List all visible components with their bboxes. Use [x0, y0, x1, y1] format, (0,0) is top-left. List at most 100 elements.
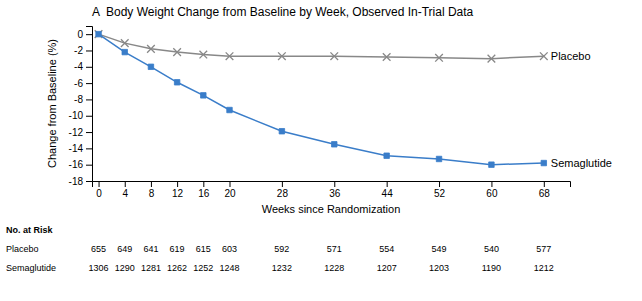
x-tick-label: 20 — [224, 188, 236, 199]
y-tick: -4 — [74, 61, 92, 72]
series-marker — [174, 80, 179, 85]
y-tick-label: -4 — [74, 61, 83, 72]
y-tick-mark — [86, 148, 92, 149]
x-tick-label: 44 — [382, 188, 394, 199]
series-marker — [148, 64, 153, 69]
series-marker — [330, 52, 338, 60]
y-axis-title: Change from Baseline (%) — [46, 39, 58, 168]
x-tick-mark — [439, 181, 440, 187]
y-tick: -10 — [69, 110, 92, 121]
at-risk-value: 615 — [196, 244, 211, 254]
x-tick: 28 — [277, 181, 289, 199]
series-marker — [488, 55, 496, 63]
y-tick-label: 0 — [77, 29, 83, 40]
series-marker — [147, 45, 155, 53]
series-marker — [489, 162, 494, 167]
y-tick-label: -8 — [74, 94, 83, 105]
series-group — [95, 30, 548, 167]
series-marker — [383, 53, 391, 61]
x-axis: 048121620283644526068 — [93, 181, 571, 199]
x-tick-label: 28 — [277, 188, 289, 199]
at-risk-value: 649 — [117, 244, 132, 254]
at-risk-row-label: Semaglutide — [6, 263, 56, 273]
x-tick-mark — [177, 181, 178, 187]
series-marker — [332, 142, 337, 147]
x-tick-label: 52 — [434, 188, 446, 199]
x-tick: 4 — [122, 181, 128, 199]
series-marker — [96, 31, 101, 36]
x-tick-label: 8 — [149, 188, 155, 199]
y-tick-label: -18 — [69, 176, 84, 187]
series-marker — [227, 107, 232, 112]
series-marker — [173, 48, 181, 56]
x-tick-mark — [334, 181, 335, 187]
x-tick: 8 — [149, 181, 155, 199]
at-risk-value: 1248 — [219, 263, 239, 273]
at-risk-value: 619 — [170, 244, 185, 254]
y-axis-line — [86, 27, 93, 182]
y-axis: 0 -2 -4 -6 -8 -10 -12 -14 -16 -18 — [69, 27, 93, 187]
series-marker — [540, 52, 548, 60]
at-risk-value: 641 — [143, 244, 158, 254]
y-tick-mark — [86, 132, 92, 133]
y-tick: -12 — [69, 127, 92, 138]
x-tick: 36 — [329, 181, 341, 199]
x-tick-mark — [491, 181, 492, 187]
y-tick-mark — [86, 99, 92, 100]
series-marker — [122, 49, 127, 54]
at-risk-value: 1281 — [141, 263, 161, 273]
at-risk-value: 571 — [327, 244, 342, 254]
x-tick-mark — [282, 181, 283, 187]
x-tick: 68 — [539, 181, 551, 199]
x-tick-label: 0 — [96, 188, 102, 199]
series-marker — [384, 153, 389, 158]
y-tick: 0 — [77, 29, 92, 40]
at-risk-row-label: Placebo — [6, 244, 39, 254]
at-risk-value: 1290 — [115, 263, 135, 273]
y-tick-label: -2 — [74, 45, 83, 56]
at-risk-header: No. at Risk — [6, 225, 54, 235]
at-risk-value: 577 — [536, 244, 551, 254]
series-marker — [436, 156, 441, 161]
y-tick-mark — [86, 181, 92, 182]
x-tick-label: 68 — [539, 188, 551, 199]
y-tick: -14 — [69, 143, 92, 154]
x-tick-mark — [230, 181, 231, 187]
y-tick: -2 — [74, 45, 92, 56]
at-risk-value: 655 — [91, 244, 106, 254]
y-tick-label: -10 — [69, 110, 84, 121]
series-marker — [201, 93, 206, 98]
y-tick: -6 — [74, 78, 92, 89]
y-tick-mark — [86, 67, 92, 68]
x-tick: 20 — [224, 181, 236, 199]
series-marker — [95, 30, 103, 38]
at-risk-value: 1306 — [89, 263, 109, 273]
series-label: Placebo — [551, 50, 591, 62]
chart: 0481216202836445260680-2-4-6-8-10-12-14-… — [0, 0, 642, 301]
x-tick-label: 60 — [486, 188, 498, 199]
x-tick-mark — [203, 181, 204, 187]
series-marker — [279, 128, 284, 133]
series-marker — [199, 51, 207, 59]
plot-area: 0481216202836445260680-2-4-6-8-10-12-14-… — [69, 27, 612, 200]
series-marker — [278, 52, 286, 60]
at-risk-value: 1203 — [429, 263, 449, 273]
y-tick-mark — [86, 83, 92, 84]
series-marker — [121, 39, 129, 47]
at-risk-value: 592 — [274, 244, 289, 254]
x-axis-title: Weeks since Randomization — [262, 203, 401, 215]
x-tick: 60 — [486, 181, 498, 199]
at-risk-value: 1252 — [193, 263, 213, 273]
x-tick-label: 36 — [329, 188, 341, 199]
x-tick: 0 — [96, 181, 102, 199]
y-tick-label: -14 — [69, 143, 84, 154]
y-tick-mark — [86, 34, 92, 35]
x-tick-mark — [99, 181, 100, 187]
x-tick-label: 16 — [198, 188, 210, 199]
x-tick: 52 — [434, 181, 446, 199]
x-tick: 44 — [382, 181, 394, 199]
y-tick-label: -12 — [69, 127, 84, 138]
series-marker — [226, 52, 234, 60]
y-tick: -16 — [69, 159, 92, 170]
x-axis-line — [93, 182, 571, 188]
